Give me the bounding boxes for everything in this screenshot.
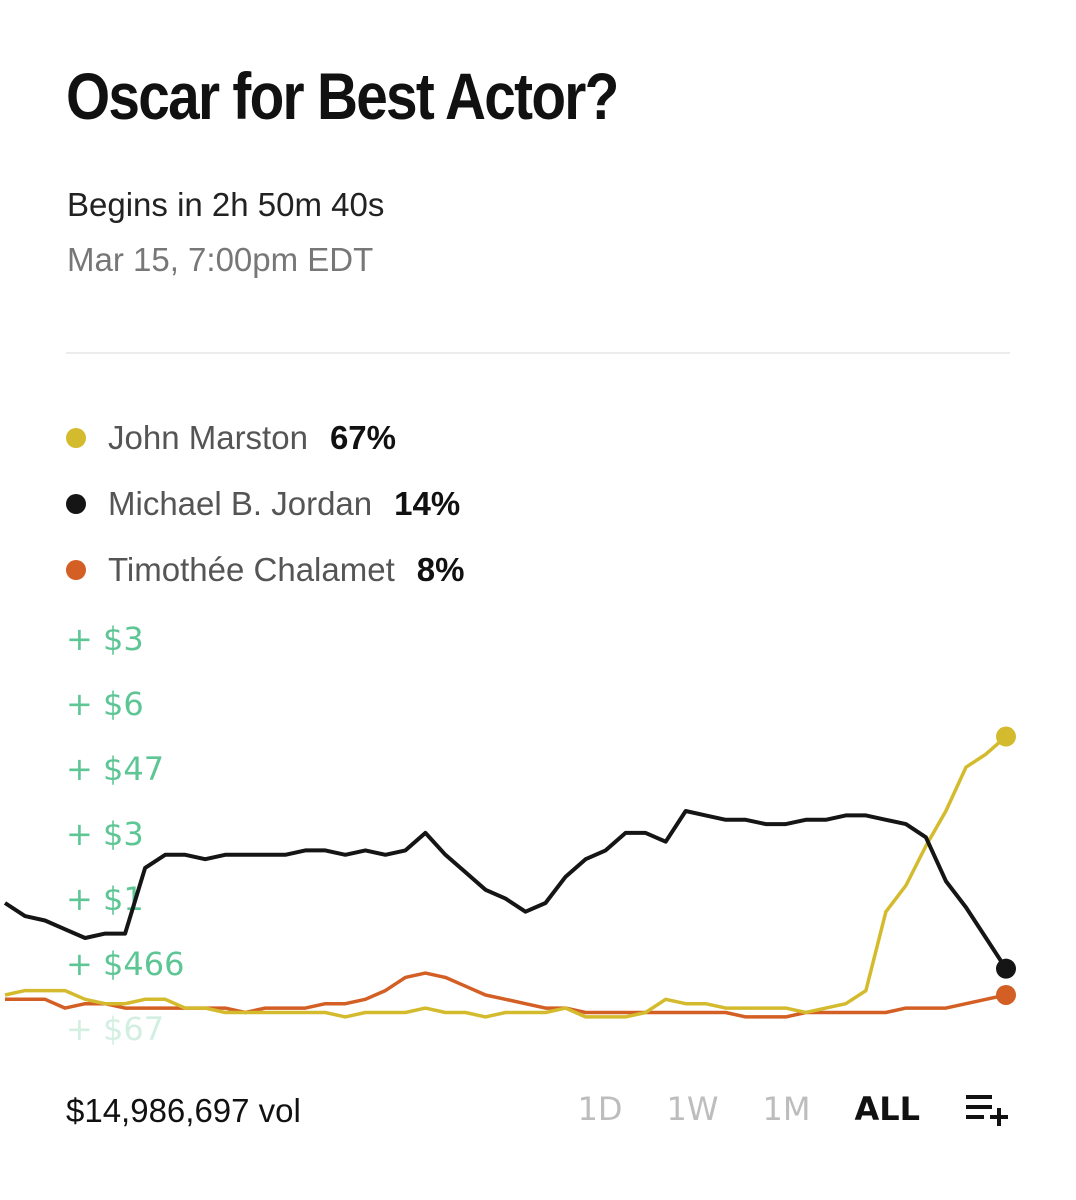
endpoint-dot-timoth-e-chalamet [996, 984, 1016, 1005]
legend-name: Michael B. Jordan [108, 485, 373, 522]
legend-dot [66, 428, 86, 448]
range-1w[interactable]: 1W [666, 1090, 719, 1128]
legend-name: Timothée Chalamet [108, 551, 395, 588]
page-title: Oscar for Best Actor? [66, 59, 619, 133]
event-date: Mar 15, 7:00pm EDT [67, 241, 374, 278]
trade-feed-item: + $3 [66, 620, 144, 658]
volume-label: $14,986,697 vol [66, 1092, 301, 1129]
range-1d[interactable]: 1D [577, 1090, 623, 1128]
range-1m[interactable]: 1M [762, 1090, 811, 1128]
legend-dot [66, 494, 86, 514]
legend-dot [66, 560, 86, 580]
divider [66, 352, 1010, 354]
trade-feed-item: + $6 [66, 685, 144, 723]
trade-feed-item: + $67 [66, 1010, 164, 1048]
legend: John Marston 67% Michael B. Jordan 14% T… [66, 405, 464, 603]
legend-item-michael-b-jordan[interactable]: Michael B. Jordan 14% [66, 471, 464, 537]
price-chart[interactable]: + $3+ $6+ $47+ $3+ $1+ $466+ $67 [0, 600, 1076, 1050]
legend-percent: 8% [416, 551, 465, 588]
legend-name: John Marston [108, 419, 308, 456]
endpoint-dot-michael-b-jordan [996, 958, 1016, 979]
countdown-text: Begins in 2h 50m 40s [67, 186, 385, 223]
trade-feed-item: + $47 [66, 750, 164, 788]
legend-percent: 14% [394, 485, 461, 522]
series-line-john-marston [4, 735, 1008, 1019]
endpoint-dot-john-marston [996, 726, 1016, 747]
trade-feed-item: + $466 [66, 945, 184, 983]
series-line-timoth-e-chalamet [5, 971, 1007, 1019]
series-line-michael-b-jordan [3, 809, 1008, 970]
trade-feed-item: + $3 [66, 815, 144, 853]
range-selector: 1D 1W 1M ALL [533, 1089, 1012, 1129]
legend-item-john-marston[interactable]: John Marston 67% [66, 405, 464, 471]
range-all[interactable]: ALL [854, 1090, 920, 1128]
add-to-list-icon[interactable] [964, 1089, 1012, 1129]
legend-item-timothee-chalamet[interactable]: Timothée Chalamet 8% [66, 537, 464, 603]
legend-percent: 67% [329, 419, 396, 456]
